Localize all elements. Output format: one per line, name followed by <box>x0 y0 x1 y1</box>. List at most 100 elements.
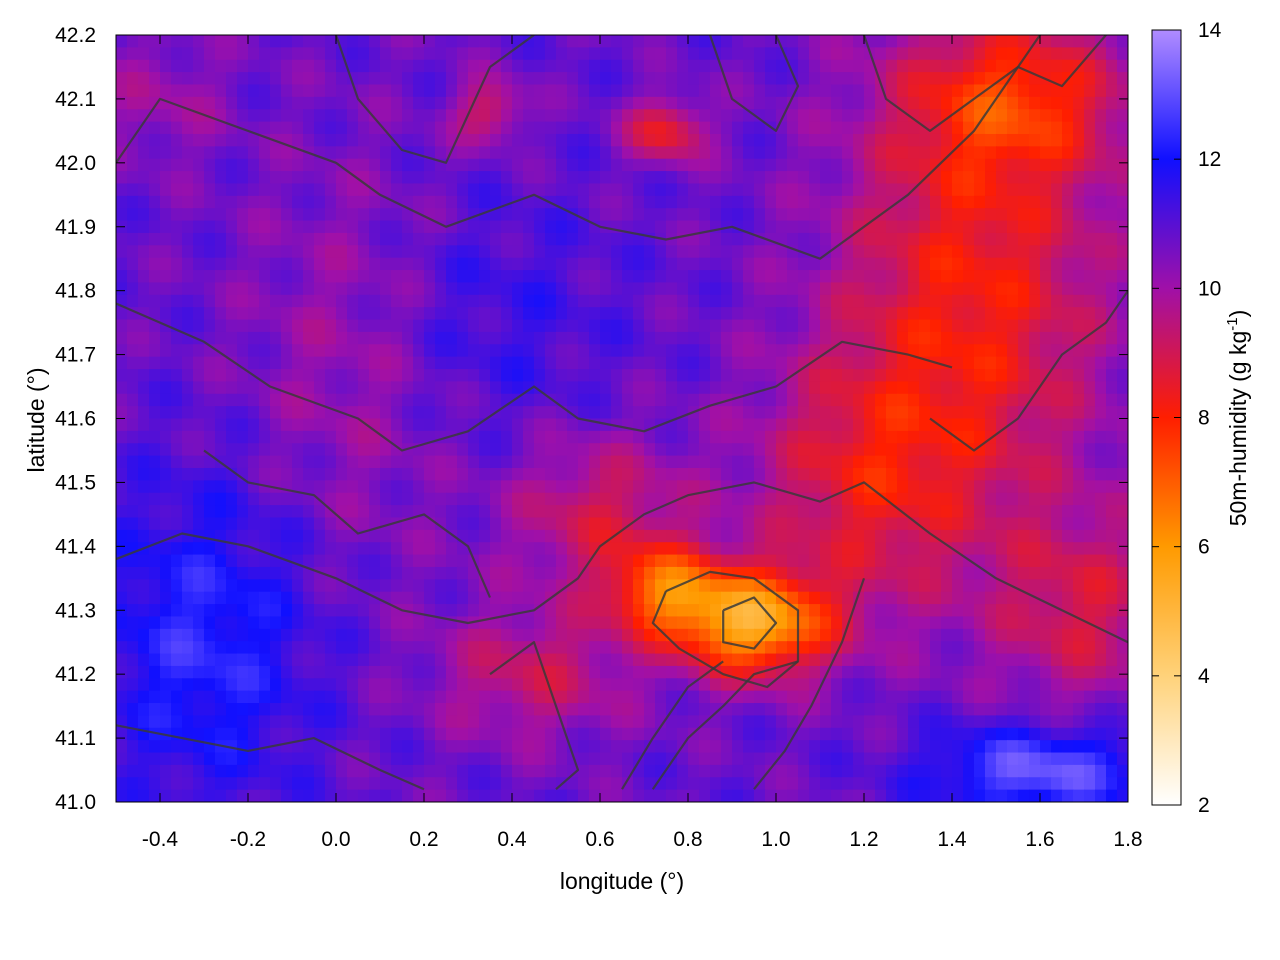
heatmap-cell <box>655 109 667 123</box>
heatmap-cell <box>204 257 216 271</box>
heatmap-cell <box>589 616 601 630</box>
heatmap-cell <box>160 591 172 605</box>
heatmap-cell <box>402 121 414 135</box>
heatmap-cell <box>732 467 744 481</box>
heatmap-cell <box>996 96 1008 110</box>
heatmap-cell <box>666 505 678 519</box>
heatmap-cell <box>644 418 656 432</box>
heatmap-cell <box>908 554 920 568</box>
heatmap-cell <box>930 307 942 321</box>
heatmap-cell <box>1029 356 1041 370</box>
heatmap-cell <box>864 331 876 345</box>
heatmap-cell <box>941 480 953 494</box>
heatmap-cell <box>567 47 579 61</box>
heatmap-cell <box>237 344 249 358</box>
heatmap-cell <box>919 517 931 531</box>
heatmap-cell <box>292 84 304 98</box>
heatmap-cell <box>655 628 667 642</box>
heatmap-cell <box>1095 542 1107 556</box>
heatmap-cell <box>259 443 271 457</box>
heatmap-cell <box>1040 121 1052 135</box>
heatmap-cell <box>1095 270 1107 284</box>
heatmap-cell <box>897 47 909 61</box>
heatmap-cell <box>985 678 997 692</box>
heatmap-cell <box>589 579 601 593</box>
heatmap-cell <box>765 171 777 185</box>
heatmap-cell <box>1007 443 1019 457</box>
heatmap-cell <box>1073 72 1085 86</box>
heatmap-cell <box>479 505 491 519</box>
heatmap-cell <box>545 678 557 692</box>
heatmap-cell <box>567 72 579 86</box>
heatmap-cell <box>1073 443 1085 457</box>
heatmap-cell <box>479 604 491 618</box>
heatmap-cell <box>512 208 524 222</box>
heatmap-cell <box>325 257 337 271</box>
heatmap-cell <box>512 455 524 469</box>
heatmap-cell <box>347 35 359 48</box>
heatmap-cell <box>974 641 986 655</box>
heatmap-cell <box>435 443 447 457</box>
heatmap-cell <box>765 59 777 73</box>
heatmap-cell <box>149 232 161 246</box>
heatmap-cell <box>182 591 194 605</box>
heatmap-cell <box>1062 641 1074 655</box>
heatmap-cell <box>193 109 205 123</box>
heatmap-cell <box>1106 195 1118 209</box>
heatmap-cell <box>424 542 436 556</box>
heatmap-cell <box>292 381 304 395</box>
heatmap-cell <box>644 492 656 506</box>
heatmap-cell <box>479 517 491 531</box>
heatmap-cell <box>974 467 986 481</box>
heatmap-cell <box>292 492 304 506</box>
heatmap-cell <box>930 270 942 284</box>
heatmap-cell <box>798 690 810 704</box>
heatmap-cell <box>325 356 337 370</box>
heatmap-cell <box>864 665 876 679</box>
heatmap-cell <box>754 393 766 407</box>
heatmap-cell <box>138 232 150 246</box>
heatmap-cell <box>633 653 645 667</box>
heatmap-cell <box>1051 455 1063 469</box>
heatmap-cell <box>303 591 315 605</box>
heatmap-cell <box>358 84 370 98</box>
heatmap-cell <box>600 270 612 284</box>
heatmap-cell <box>501 443 513 457</box>
heatmap-cell <box>732 158 744 172</box>
heatmap-cell <box>930 406 942 420</box>
heatmap-cell <box>897 171 909 185</box>
heatmap-cell <box>677 146 689 160</box>
heatmap-cell <box>270 616 282 630</box>
heatmap-cell <box>490 294 502 308</box>
heatmap-cell <box>325 703 337 716</box>
heatmap-cell <box>468 455 480 469</box>
heatmap-cell <box>1018 183 1030 197</box>
heatmap-cell <box>1095 492 1107 506</box>
heatmap-cell <box>787 406 799 420</box>
heatmap-cell <box>699 319 711 333</box>
heatmap-cell <box>204 616 216 630</box>
heatmap-cell <box>116 171 128 185</box>
heatmap-cell <box>1040 183 1052 197</box>
heatmap-cell <box>688 109 700 123</box>
heatmap-cell <box>1029 566 1041 580</box>
heatmap-cell <box>809 220 821 234</box>
heatmap-cell <box>358 35 370 48</box>
heatmap-cell <box>820 307 832 321</box>
heatmap-cell <box>677 430 689 444</box>
heatmap-cell <box>1084 183 1096 197</box>
heatmap-cell <box>974 96 986 110</box>
heatmap-cell <box>391 381 403 395</box>
heatmap-cell <box>325 282 337 296</box>
heatmap-cell <box>402 430 414 444</box>
heatmap-cell <box>743 72 755 86</box>
heatmap-cell <box>831 220 843 234</box>
heatmap-cell <box>589 418 601 432</box>
heatmap-cell <box>182 430 194 444</box>
heatmap-cell <box>127 121 139 135</box>
heatmap-cell <box>336 84 348 98</box>
heatmap-cell <box>930 47 942 61</box>
heatmap-cell <box>655 443 667 457</box>
heatmap-cell <box>380 319 392 333</box>
heatmap-cell <box>1117 529 1128 543</box>
